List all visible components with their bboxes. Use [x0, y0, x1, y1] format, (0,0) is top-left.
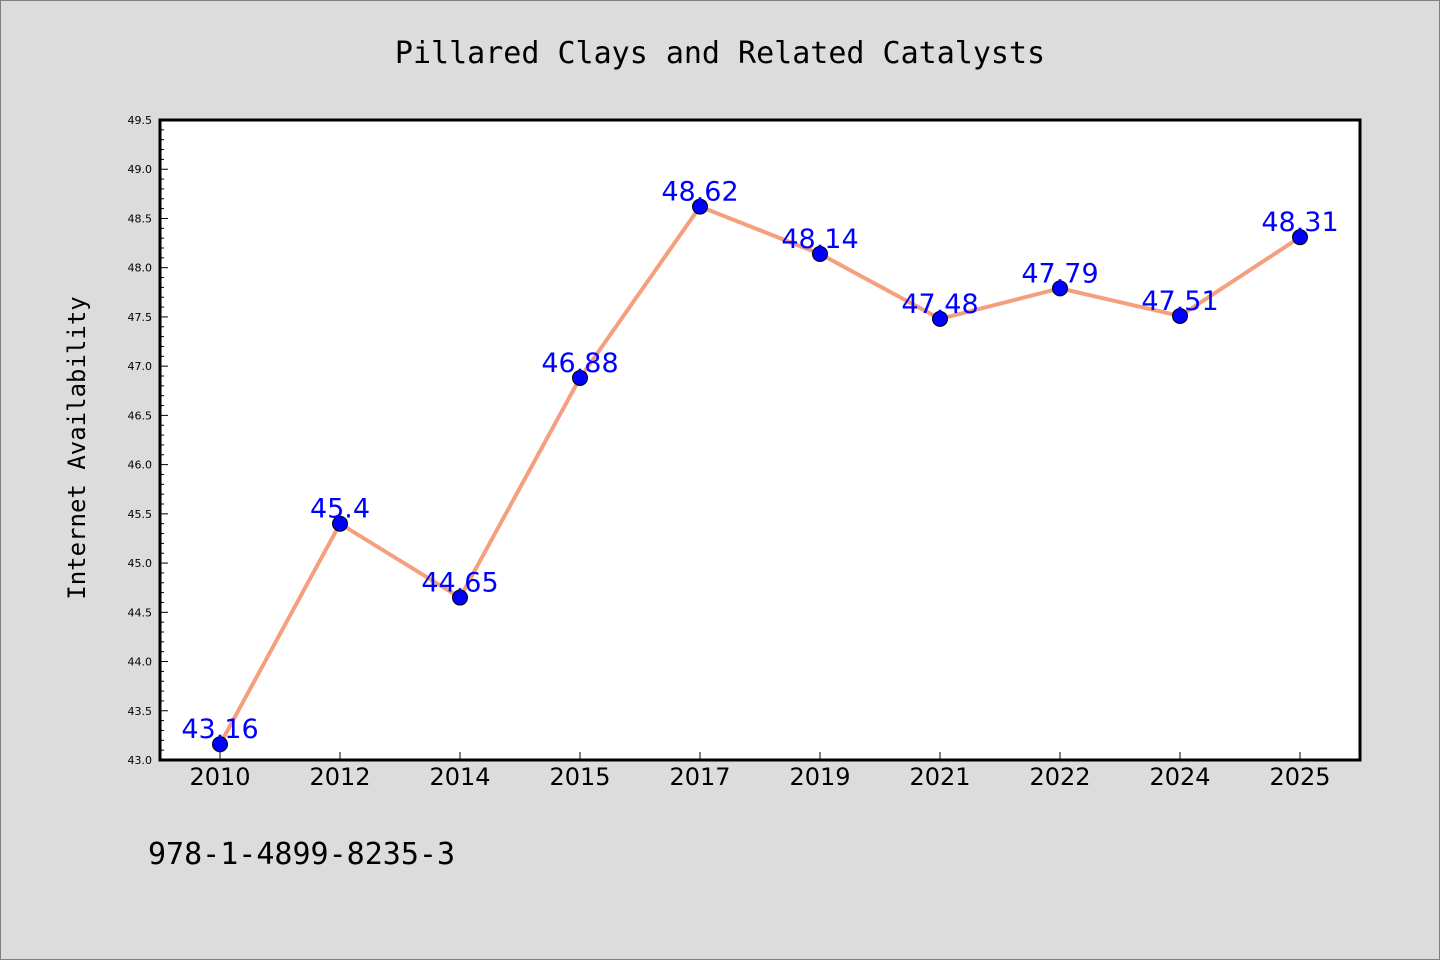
data-point — [1172, 307, 1188, 324]
data-point — [932, 310, 948, 327]
data-point — [1292, 229, 1308, 246]
data-label: 45.4 — [310, 494, 370, 525]
data-label: 43.16 — [181, 714, 258, 745]
data-label: 48.62 — [661, 177, 738, 208]
x-tick-label: 2021 — [909, 763, 970, 791]
plot-frame — [158, 118, 1362, 762]
series-group: 43.16 45.4 44.65 46.88 48.62 48.14 47.48 47.79 4… — [181, 177, 1339, 753]
y-tick-label: 48.0 — [128, 262, 153, 275]
data-point — [572, 369, 588, 386]
x-tick-label: 2025 — [1269, 763, 1330, 791]
x-axis: 2010 2012 2014 2015 2017 2019 2021 2022 2024 2025 — [189, 752, 1331, 791]
y-tick-label: 46.0 — [128, 459, 153, 472]
plot-area — [160, 120, 1360, 760]
y-tick-label: 43.5 — [128, 705, 153, 718]
y-tick-label: 44.0 — [128, 656, 153, 669]
y-tick-label: 47.0 — [128, 360, 153, 373]
data-point — [1052, 280, 1068, 297]
data-point — [212, 736, 228, 753]
x-tick-label: 2015 — [549, 763, 610, 791]
data-label: 47.48 — [901, 289, 978, 320]
x-tick-label: 2010 — [189, 763, 250, 791]
y-tick-label: 48.5 — [128, 212, 153, 225]
x-tick-label: 2024 — [1149, 763, 1210, 791]
data-point — [332, 515, 348, 532]
y-tick-label: 45.0 — [128, 557, 153, 570]
data-label: 44.65 — [421, 568, 498, 599]
series-line — [218, 204, 1302, 746]
y-tick-label: 43.0 — [128, 754, 153, 767]
data-label: 47.51 — [1141, 286, 1218, 317]
x-tick-label: 2017 — [669, 763, 730, 791]
y-tick-label: 45.5 — [128, 508, 153, 521]
data-label: 46.88 — [541, 348, 618, 379]
x-tick-label: 2014 — [429, 763, 490, 791]
x-tick-label: 2012 — [309, 763, 370, 791]
data-label: 48.31 — [1261, 207, 1338, 238]
y-tick-label: 44.5 — [128, 606, 153, 619]
x-tick-label: 2019 — [789, 763, 850, 791]
y-tick-label: 47.5 — [128, 311, 153, 324]
y-tick-label: 49.0 — [128, 163, 153, 176]
data-label: 47.79 — [1021, 258, 1098, 289]
x-tick-label: 2022 — [1029, 763, 1090, 791]
data-point — [692, 198, 708, 215]
footer-isbn: 978-1-4899-8235-3 — [148, 837, 455, 872]
data-label: 48.14 — [781, 224, 858, 255]
y-axis: 43.0 43.5 44.0 44.5 45.0 45.5 46.0 46.5 47.0 47.5… — [128, 114, 168, 767]
y-tick-label: 46.5 — [128, 409, 153, 422]
data-point — [452, 589, 468, 606]
data-point — [812, 245, 828, 262]
y-axis-label: Internet Availability — [63, 296, 91, 599]
chart-title: Pillared Clays and Related Catalysts — [395, 36, 1045, 71]
y-tick-label: 49.5 — [128, 114, 153, 127]
